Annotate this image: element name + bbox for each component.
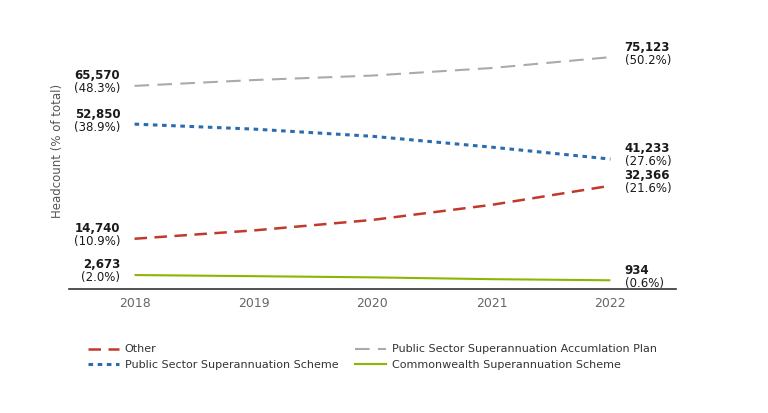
Y-axis label: Headcount (% of total): Headcount (% of total)	[51, 84, 64, 218]
Text: (48.3%): (48.3%)	[74, 82, 121, 95]
Text: (0.6%): (0.6%)	[624, 277, 664, 290]
Text: 2,673: 2,673	[83, 259, 121, 271]
Text: 52,850: 52,850	[74, 107, 121, 121]
Legend: Other, Public Sector Superannuation Scheme, Public Sector Superannuation Accumla: Other, Public Sector Superannuation Sche…	[88, 344, 657, 370]
Text: (21.6%): (21.6%)	[624, 182, 671, 195]
Text: 41,233: 41,233	[624, 142, 670, 155]
Text: 65,570: 65,570	[74, 69, 121, 82]
Text: 934: 934	[624, 263, 649, 277]
Text: 75,123: 75,123	[624, 40, 670, 54]
Text: (2.0%): (2.0%)	[81, 271, 121, 285]
Text: (50.2%): (50.2%)	[624, 54, 671, 66]
Text: (10.9%): (10.9%)	[74, 235, 121, 248]
Text: 32,366: 32,366	[624, 169, 670, 182]
Text: 14,740: 14,740	[74, 222, 121, 235]
Text: (38.9%): (38.9%)	[74, 121, 121, 133]
Text: (27.6%): (27.6%)	[624, 155, 671, 169]
